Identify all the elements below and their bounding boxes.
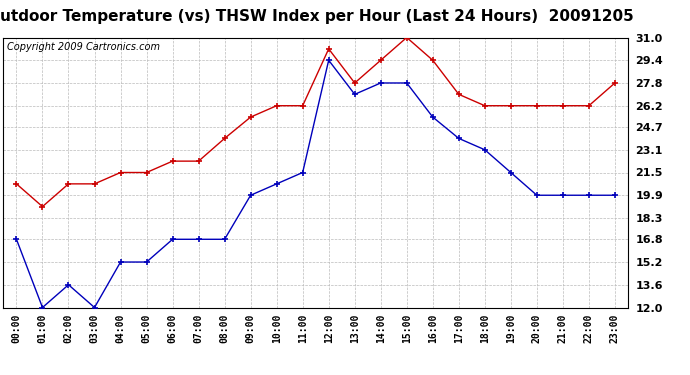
Text: Copyright 2009 Cartronics.com: Copyright 2009 Cartronics.com: [7, 42, 159, 51]
Text: Outdoor Temperature (vs) THSW Index per Hour (Last 24 Hours)  20091205: Outdoor Temperature (vs) THSW Index per …: [0, 9, 634, 24]
